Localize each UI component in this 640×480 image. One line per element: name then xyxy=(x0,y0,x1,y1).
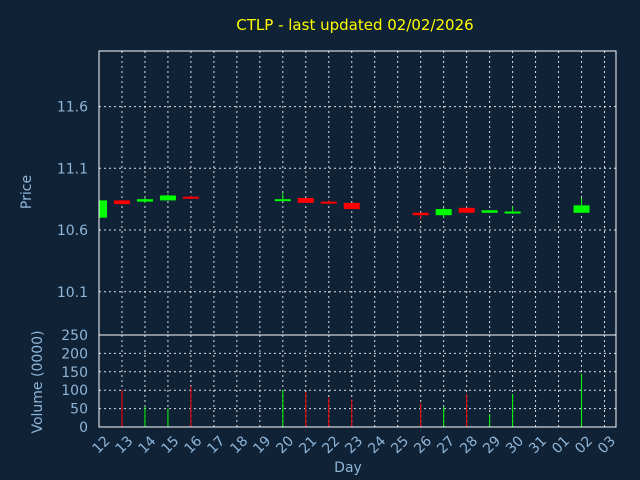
price-panel-frame xyxy=(98,50,617,336)
candle-body xyxy=(573,205,590,213)
x-tick-label: 21 xyxy=(296,433,320,457)
price-tick-label: 10.6 xyxy=(57,223,88,239)
price-tick-labels: 10.1 10.6 11.1 11.6 xyxy=(57,100,88,301)
x-tick-labels: 12 13 14 15 16 17 18 19 20 21 22 23 24 25 26 27 28 29 30 31… xyxy=(90,433,619,457)
candles xyxy=(98,193,590,219)
x-tick-label: 01 xyxy=(549,433,573,457)
volume-tick-label: 150 xyxy=(61,365,88,381)
x-tick-label: 25 xyxy=(388,433,412,457)
x-tick-label: 24 xyxy=(365,433,389,457)
x-tick-label: 23 xyxy=(342,433,366,457)
candle-body xyxy=(297,197,314,203)
candle-body xyxy=(458,207,475,213)
candle-body xyxy=(159,195,176,201)
x-axis-label: Day xyxy=(334,460,362,476)
x-tick-label: 19 xyxy=(250,433,274,457)
price-tick-label: 11.1 xyxy=(57,161,88,177)
candle-body xyxy=(435,209,452,216)
x-tick-label: 22 xyxy=(319,433,343,457)
volume-axis-label: Volume (0000) xyxy=(30,330,46,433)
x-tick-label: 29 xyxy=(480,433,504,457)
x-tick-label: 28 xyxy=(457,433,481,457)
x-tick-label: 13 xyxy=(113,433,137,457)
x-tick-label: 16 xyxy=(181,433,205,457)
candle-body xyxy=(136,199,153,202)
price-tick-label: 11.6 xyxy=(57,100,88,116)
price-axis-label: Price xyxy=(19,175,35,209)
x-tick-label: 30 xyxy=(503,433,527,457)
volume-tick-labels: 0 50 100 150 200 250 xyxy=(61,328,88,436)
volume-tick-label: 50 xyxy=(70,402,88,418)
x-tick-label: 15 xyxy=(158,433,182,457)
x-tick-label: 18 xyxy=(227,433,251,457)
volume-grid xyxy=(99,335,616,427)
volume-tick-label: 200 xyxy=(61,346,88,362)
candle-body xyxy=(182,196,199,199)
price-grid xyxy=(99,51,616,335)
candle-body xyxy=(412,212,429,216)
x-tick-label: 03 xyxy=(595,433,619,457)
volume-tick-label: 100 xyxy=(61,383,88,399)
x-tick-label: 12 xyxy=(90,433,114,457)
x-tick-label: 31 xyxy=(526,433,550,457)
candle-body xyxy=(274,199,291,202)
volume-panel-frame xyxy=(98,334,617,428)
x-tick-label: 14 xyxy=(136,433,160,457)
price-tick-label: 10.1 xyxy=(57,285,88,301)
volume-tick-label: 250 xyxy=(61,328,88,344)
volume-bars xyxy=(121,373,583,427)
x-tick-label: 26 xyxy=(411,433,435,457)
x-tick-label: 27 xyxy=(434,433,458,457)
candle-body xyxy=(99,200,107,218)
candle-body xyxy=(343,202,360,210)
candle-body xyxy=(481,210,498,213)
candle-body xyxy=(504,211,521,214)
chart-title: CTLP - last updated 02/02/2026 xyxy=(236,16,473,34)
candle-body xyxy=(113,200,130,205)
x-tick-label: 02 xyxy=(572,433,596,457)
volume-tick-label: 0 xyxy=(79,420,88,436)
x-tick-label: 17 xyxy=(204,433,228,457)
x-tick-label: 20 xyxy=(273,433,297,457)
candle-body xyxy=(320,201,337,204)
